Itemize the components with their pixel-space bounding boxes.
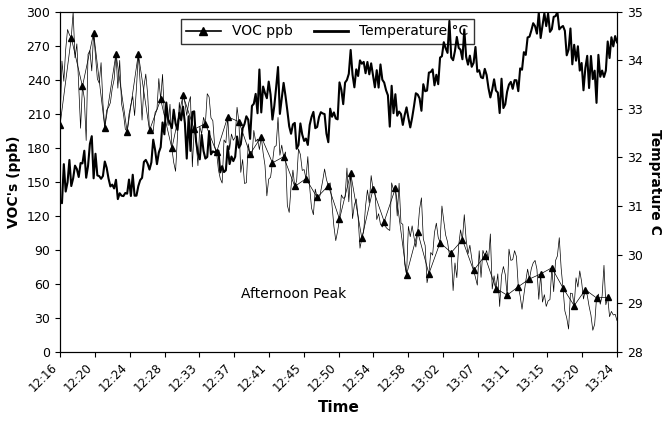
Y-axis label: VOC's (ppb): VOC's (ppb) [7, 135, 21, 228]
Legend: VOC ppb, Temperature °C: VOC ppb, Temperature °C [181, 19, 474, 44]
X-axis label: Time: Time [318, 400, 359, 415]
Y-axis label: Temprature C: Temprature C [648, 129, 662, 235]
Text: Afternoon Peak: Afternoon Peak [242, 287, 347, 301]
